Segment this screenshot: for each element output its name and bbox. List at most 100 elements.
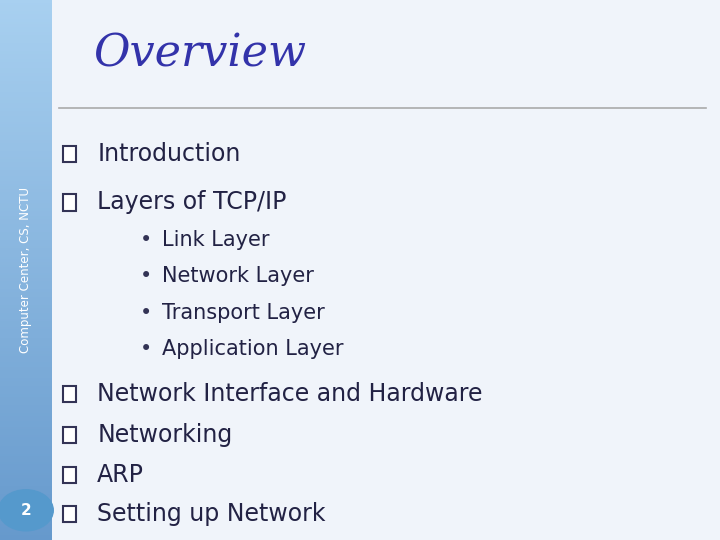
Bar (0, 483, 52, 486)
Bar (63, 427, 76, 443)
Bar (0, 54, 52, 57)
Bar (0, 500, 52, 502)
Bar (0, 478, 52, 481)
Bar (0, 265, 52, 267)
Bar (0, 176, 52, 178)
Bar (0, 321, 52, 324)
Bar (0, 510, 52, 513)
Bar (0, 459, 52, 462)
Bar (0, 529, 52, 532)
Bar (0, 154, 52, 157)
Text: Layers of TCP/IP: Layers of TCP/IP (97, 191, 287, 214)
Bar (0, 386, 52, 389)
Bar (0, 305, 52, 308)
Text: 2: 2 (21, 503, 31, 518)
Bar (0, 354, 52, 356)
Bar (0, 181, 52, 184)
Bar (0, 497, 52, 500)
Bar (0, 310, 52, 313)
Bar (0, 491, 52, 494)
Bar (0, 348, 52, 351)
Bar (0, 362, 52, 364)
Bar (0, 40, 52, 43)
Bar (0, 429, 52, 432)
Bar (0, 313, 52, 316)
Bar (0, 494, 52, 497)
Bar (0, 192, 52, 194)
Bar (0, 535, 52, 537)
Bar (0, 413, 52, 416)
Bar (0, 202, 52, 205)
Bar (0, 159, 52, 162)
Bar (0, 97, 52, 100)
Bar (0, 524, 52, 526)
Bar (0, 11, 52, 14)
Bar (0, 278, 52, 281)
Bar (0, 370, 52, 373)
Bar (0, 86, 52, 89)
Bar (0, 329, 52, 332)
Bar (0, 375, 52, 378)
Bar (0, 167, 52, 170)
Bar (0, 208, 52, 211)
Bar (0, 51, 52, 54)
Bar (0, 475, 52, 478)
Bar (0, 213, 52, 216)
Bar (0, 284, 52, 286)
Bar (0, 19, 52, 22)
Bar (0, 392, 52, 394)
Bar (0, 416, 52, 418)
Bar (0, 246, 52, 248)
Bar (0, 57, 52, 59)
Bar (0, 243, 52, 246)
Bar (0, 270, 52, 273)
Text: Setting up Network: Setting up Network (97, 502, 325, 526)
Bar (0, 22, 52, 24)
Bar (0, 437, 52, 440)
Bar (0, 397, 52, 400)
Bar (0, 389, 52, 392)
Text: Link Layer: Link Layer (162, 230, 269, 251)
Bar (0, 518, 52, 521)
Bar (63, 467, 76, 483)
Bar (0, 186, 52, 189)
Bar (0, 424, 52, 427)
Bar (0, 151, 52, 154)
Bar (0, 464, 52, 467)
Bar (0, 251, 52, 254)
Bar (0, 157, 52, 159)
Bar (0, 335, 52, 338)
Text: Transport Layer: Transport Layer (162, 302, 325, 323)
Bar (0, 16, 52, 19)
Bar (0, 286, 52, 289)
Bar (0, 502, 52, 505)
Bar (0, 316, 52, 319)
Bar (0, 537, 52, 540)
Bar (0, 289, 52, 292)
Bar (0, 68, 52, 70)
Bar (0, 5, 52, 8)
Bar (0, 456, 52, 459)
Bar (0, 216, 52, 219)
Text: Networking: Networking (97, 423, 233, 447)
Bar (0, 472, 52, 475)
Bar (0, 346, 52, 348)
Bar (0, 410, 52, 413)
Bar (0, 127, 52, 130)
Bar (0, 148, 52, 151)
Bar (0, 62, 52, 65)
Bar (0, 165, 52, 167)
Bar (0, 76, 52, 78)
Bar (0, 130, 52, 132)
Bar (0, 267, 52, 270)
Bar (0, 35, 52, 38)
Bar (0, 516, 52, 518)
Bar (0, 400, 52, 402)
Bar (0, 481, 52, 483)
Bar (63, 386, 76, 402)
Bar (0, 132, 52, 135)
Bar (0, 59, 52, 62)
Bar (0, 103, 52, 105)
Bar (0, 49, 52, 51)
Bar (0, 505, 52, 508)
